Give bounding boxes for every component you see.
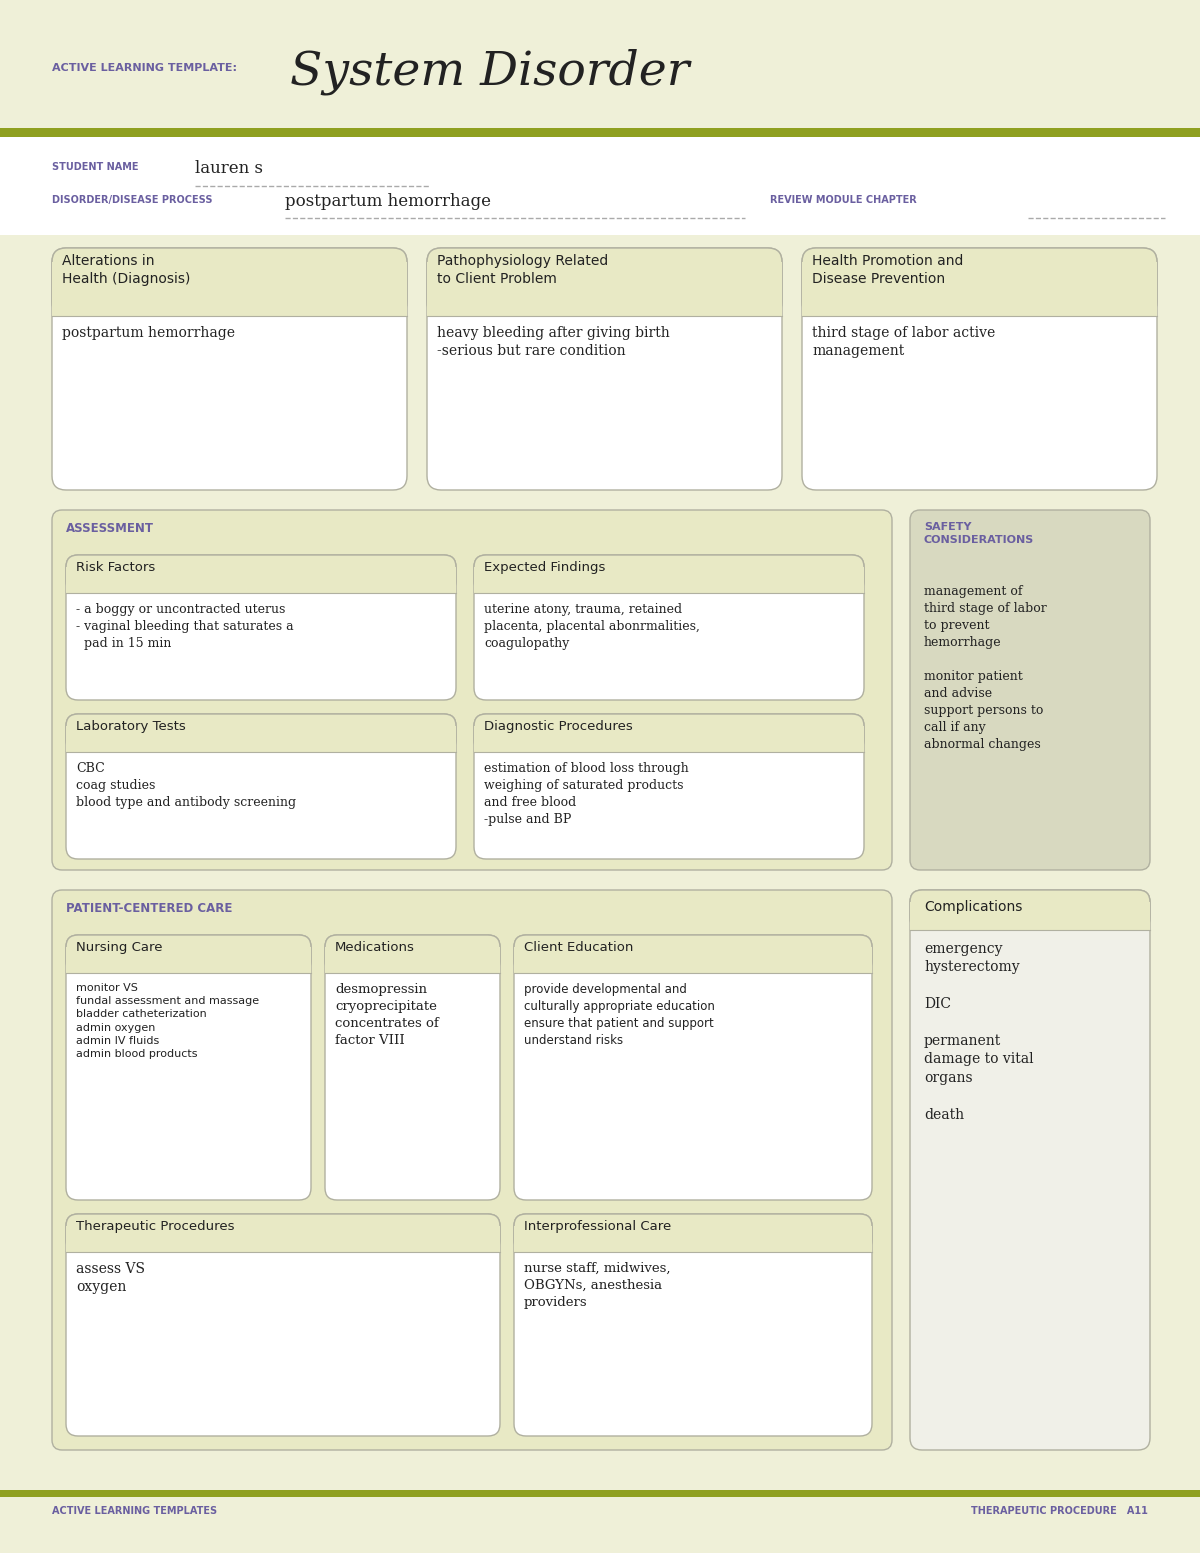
FancyBboxPatch shape <box>325 935 500 1200</box>
Text: postpartum hemorrhage: postpartum hemorrhage <box>62 326 235 340</box>
Text: Diagnostic Procedures: Diagnostic Procedures <box>484 721 632 733</box>
FancyBboxPatch shape <box>66 714 456 859</box>
Text: provide developmental and
culturally appropriate education
ensure that patient a: provide developmental and culturally app… <box>524 983 715 1047</box>
FancyBboxPatch shape <box>802 248 1157 491</box>
FancyBboxPatch shape <box>66 714 456 752</box>
Text: STUDENT NAME: STUDENT NAME <box>52 162 138 172</box>
Text: postpartum hemorrhage: postpartum hemorrhage <box>286 193 491 210</box>
Text: assess VS
oxygen: assess VS oxygen <box>76 1263 145 1294</box>
Bar <box>0 0 1200 127</box>
FancyBboxPatch shape <box>52 248 407 491</box>
FancyBboxPatch shape <box>66 935 311 1200</box>
Text: management of
third stage of labor
to prevent
hemorrhage

monitor patient
and ad: management of third stage of labor to pr… <box>924 585 1046 752</box>
Text: desmopressin
cryoprecipitate
concentrates of
factor VIII: desmopressin cryoprecipitate concentrate… <box>335 983 439 1047</box>
Text: Client Education: Client Education <box>524 941 634 954</box>
Text: THERAPEUTIC PROCEDURE   A11: THERAPEUTIC PROCEDURE A11 <box>971 1506 1148 1516</box>
FancyBboxPatch shape <box>66 935 311 974</box>
Text: Risk Factors: Risk Factors <box>76 561 155 575</box>
FancyBboxPatch shape <box>474 554 864 700</box>
Text: CBC
coag studies
blood type and antibody screening: CBC coag studies blood type and antibody… <box>76 763 296 809</box>
Text: lauren s: lauren s <box>194 160 263 177</box>
Bar <box>66 947 311 974</box>
FancyBboxPatch shape <box>52 248 407 315</box>
FancyBboxPatch shape <box>474 714 864 859</box>
Text: nurse staff, midwives,
OBGYNs, anesthesia
providers: nurse staff, midwives, OBGYNs, anesthesi… <box>524 1263 671 1309</box>
Text: REVIEW MODULE CHAPTER: REVIEW MODULE CHAPTER <box>770 196 917 205</box>
Text: Interprofessional Care: Interprofessional Care <box>524 1221 671 1233</box>
FancyBboxPatch shape <box>474 554 864 593</box>
Bar <box>514 1225 872 1252</box>
Text: Pathophysiology Related
to Client Problem: Pathophysiology Related to Client Proble… <box>437 255 608 286</box>
Text: Expected Findings: Expected Findings <box>484 561 605 575</box>
Text: heavy bleeding after giving birth
-serious but rare condition: heavy bleeding after giving birth -serio… <box>437 326 670 359</box>
Text: ACTIVE LEARNING TEMPLATES: ACTIVE LEARNING TEMPLATES <box>52 1506 217 1516</box>
Bar <box>802 262 1157 315</box>
FancyBboxPatch shape <box>910 509 1150 870</box>
FancyBboxPatch shape <box>66 1214 500 1252</box>
Text: Alterations in
Health (Diagnosis): Alterations in Health (Diagnosis) <box>62 255 191 286</box>
Bar <box>427 262 782 315</box>
Bar <box>0 137 1200 235</box>
Text: DISORDER/DISEASE PROCESS: DISORDER/DISEASE PROCESS <box>52 196 212 205</box>
FancyBboxPatch shape <box>52 890 892 1451</box>
FancyBboxPatch shape <box>66 554 456 593</box>
Text: System Disorder: System Disorder <box>290 48 689 95</box>
FancyBboxPatch shape <box>514 1214 872 1437</box>
Text: ASSESSMENT: ASSESSMENT <box>66 522 154 534</box>
FancyBboxPatch shape <box>910 890 1150 1451</box>
Text: SAFETY
CONSIDERATIONS: SAFETY CONSIDERATIONS <box>924 522 1034 545</box>
Bar <box>514 947 872 974</box>
FancyBboxPatch shape <box>474 714 864 752</box>
Bar <box>66 1225 500 1252</box>
Text: PATIENT-CENTERED CARE: PATIENT-CENTERED CARE <box>66 902 233 915</box>
Text: Laboratory Tests: Laboratory Tests <box>76 721 186 733</box>
FancyBboxPatch shape <box>910 890 1150 930</box>
Bar <box>52 262 407 315</box>
Bar <box>66 567 456 593</box>
Bar <box>474 567 864 593</box>
FancyBboxPatch shape <box>802 248 1157 315</box>
FancyBboxPatch shape <box>325 935 500 974</box>
Text: estimation of blood loss through
weighing of saturated products
and free blood
-: estimation of blood loss through weighin… <box>484 763 689 826</box>
FancyBboxPatch shape <box>66 554 456 700</box>
Text: emergency
hysterectomy

DIC

permanent
damage to vital
organs

death: emergency hysterectomy DIC permanent dam… <box>924 943 1033 1121</box>
FancyBboxPatch shape <box>514 1214 872 1252</box>
Bar <box>474 725 864 752</box>
Text: Nursing Care: Nursing Care <box>76 941 162 954</box>
FancyBboxPatch shape <box>427 248 782 491</box>
Text: Health Promotion and
Disease Prevention: Health Promotion and Disease Prevention <box>812 255 964 286</box>
Text: Therapeutic Procedures: Therapeutic Procedures <box>76 1221 234 1233</box>
FancyBboxPatch shape <box>514 935 872 1200</box>
Text: Complications: Complications <box>924 901 1022 915</box>
Bar <box>66 725 456 752</box>
Text: - a boggy or uncontracted uterus
- vaginal bleeding that saturates a
  pad in 15: - a boggy or uncontracted uterus - vagin… <box>76 603 294 651</box>
Text: third stage of labor active
management: third stage of labor active management <box>812 326 995 359</box>
Bar <box>0 127 1200 137</box>
FancyBboxPatch shape <box>427 248 782 315</box>
Text: monitor VS
fundal assessment and massage
bladder catheterization
admin oxygen
ad: monitor VS fundal assessment and massage… <box>76 983 259 1059</box>
FancyBboxPatch shape <box>66 1214 500 1437</box>
FancyBboxPatch shape <box>514 935 872 974</box>
Text: Medications: Medications <box>335 941 415 954</box>
FancyBboxPatch shape <box>52 509 892 870</box>
Bar <box>910 902 1150 930</box>
Text: uterine atony, trauma, retained
placenta, placental abonrmalities,
coagulopathy: uterine atony, trauma, retained placenta… <box>484 603 700 651</box>
Bar <box>0 1489 1200 1497</box>
Text: ACTIVE LEARNING TEMPLATE:: ACTIVE LEARNING TEMPLATE: <box>52 64 238 73</box>
Bar <box>325 947 500 974</box>
